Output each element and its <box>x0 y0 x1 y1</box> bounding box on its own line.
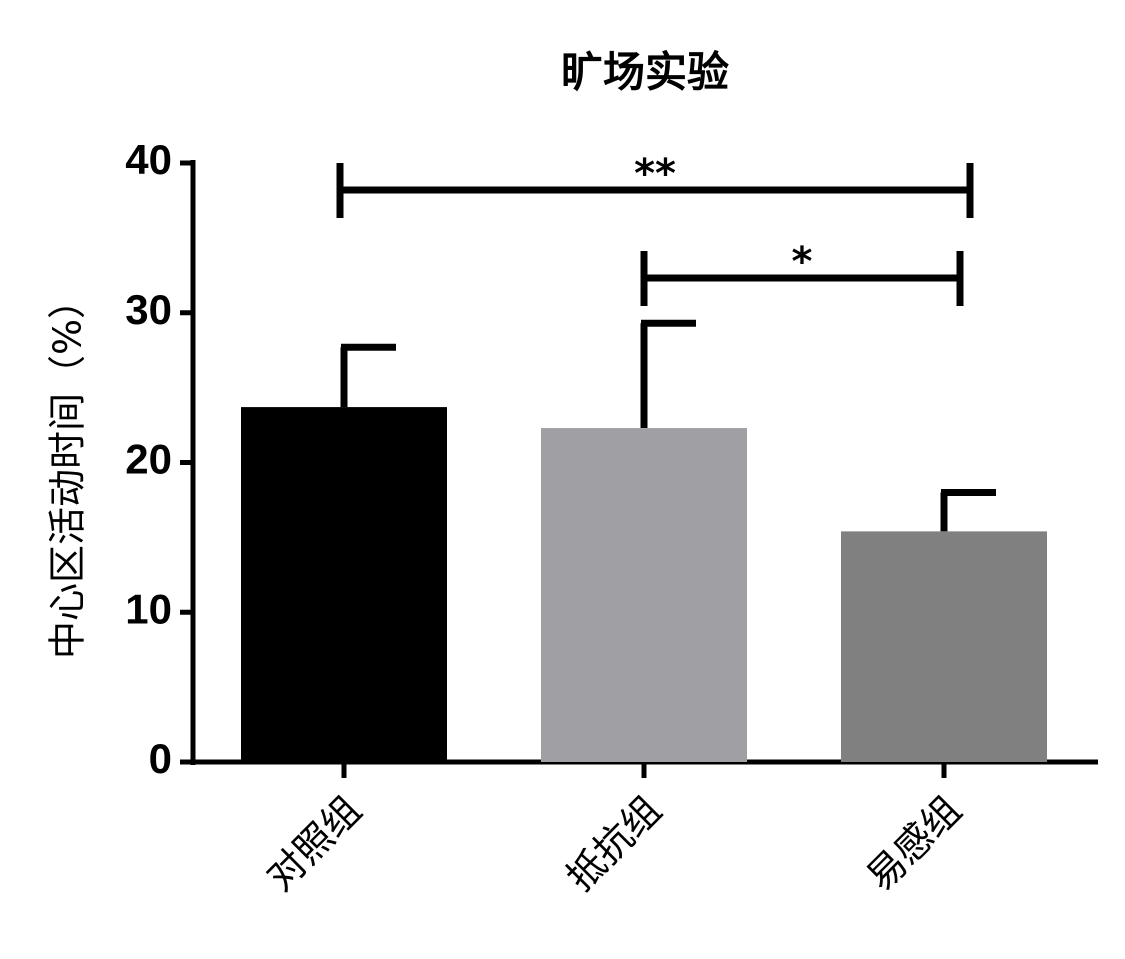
sig-label: ** <box>634 151 676 197</box>
x-tick-label: 易感组 <box>858 788 970 900</box>
sig-label: * <box>792 239 813 285</box>
y-tick-label: 20 <box>125 436 172 483</box>
y-tick-label: 10 <box>125 585 172 632</box>
y-tick-label: 40 <box>125 136 172 183</box>
bar <box>541 428 747 762</box>
y-tick-label: 30 <box>125 286 172 333</box>
y-tick-label: 0 <box>149 735 172 782</box>
bar <box>841 531 1047 762</box>
x-tick-label: 抵抗组 <box>558 788 670 900</box>
bar <box>241 407 447 762</box>
chart-title: 旷场实验 <box>561 48 729 97</box>
y-axis-label: 中心区活动时间（%） <box>46 281 90 659</box>
x-tick-label: 对照组 <box>258 788 370 900</box>
